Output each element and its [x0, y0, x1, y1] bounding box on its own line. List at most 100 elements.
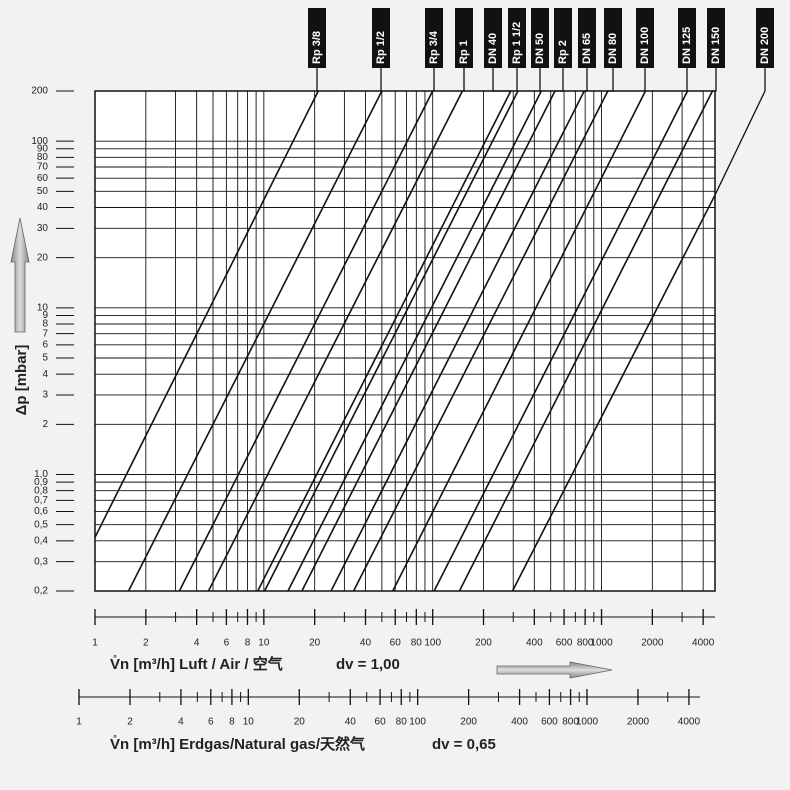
- x-tick-label: 1: [92, 638, 98, 649]
- legend-label: Rp 2: [557, 40, 569, 64]
- legend-label: Rp 1/2: [375, 31, 387, 64]
- x-tick-label: 2000: [641, 638, 664, 649]
- series-line: [263, 90, 519, 592]
- series-line: [207, 90, 464, 592]
- leader-line: [432, 68, 435, 92]
- x-tick-label: 400: [526, 638, 543, 649]
- plot-frame: [94, 90, 716, 592]
- x-tick-label: 2: [143, 638, 149, 649]
- series-line: [287, 90, 543, 592]
- x-tick-label: 4000: [692, 638, 715, 649]
- y-tick-label: 0,3: [34, 556, 48, 567]
- x2-tick-label: 100: [409, 717, 426, 728]
- y-tick-label: 1,0: [34, 469, 48, 480]
- legend-box: [484, 8, 502, 68]
- legend-label: DN 65: [581, 33, 593, 64]
- y-tick-label: 20: [37, 252, 49, 263]
- x2-tick-label: 200: [460, 717, 477, 728]
- series-line: [511, 194, 716, 592]
- y-tick-label: 5: [42, 353, 48, 364]
- leader-line: [714, 68, 766, 196]
- leader-line: [712, 68, 717, 92]
- x2-tick-label: 10: [243, 717, 255, 728]
- x2-tick-label: 20: [294, 717, 306, 728]
- legend-box: [578, 8, 596, 68]
- series-line: [94, 90, 319, 538]
- x-tick-label: 4: [194, 638, 200, 649]
- legend-label: Rp 1: [458, 40, 470, 64]
- x2-tick-label: 1000: [576, 717, 599, 728]
- x2-tick-label: 60: [375, 717, 387, 728]
- leader-line: [516, 68, 518, 92]
- x-tick-label: 40: [360, 638, 372, 649]
- x-tick-label: 20: [309, 638, 321, 649]
- series-line: [257, 90, 512, 592]
- legend-box: [636, 8, 654, 68]
- y-tick-label: 2: [42, 419, 48, 430]
- x2-tick-label: 40: [345, 717, 357, 728]
- legend-box: [425, 8, 443, 68]
- leader-line: [316, 68, 319, 92]
- x-arrow: [496, 661, 613, 679]
- y-tick-label: 0,6: [34, 506, 48, 517]
- leader-line: [462, 68, 465, 92]
- x2-tick-label: 4: [178, 717, 184, 728]
- legend-label: DN 200: [759, 27, 771, 64]
- legend-label: DN 50: [534, 33, 546, 64]
- leader-line: [380, 68, 382, 92]
- leader-line: [584, 68, 588, 92]
- series-line: [352, 90, 609, 592]
- leader-line: [539, 68, 542, 92]
- x2-tick-label: 800: [562, 717, 579, 728]
- y-tick-label: 30: [37, 223, 49, 234]
- x-tick-label: 8: [245, 638, 251, 649]
- x-tick-label: 1000: [590, 638, 613, 649]
- legend-box: [531, 8, 549, 68]
- legend-label: DN 80: [607, 33, 619, 64]
- y-tick-label: 10: [37, 302, 49, 313]
- y-tick-label: 60: [37, 173, 49, 184]
- x2-tick-label: 8: [229, 717, 235, 728]
- legend-label: DN 100: [639, 27, 651, 64]
- x2-axis-title: V̊n [m³/h] Erdgas/Natural gas/天然气: [110, 735, 365, 753]
- y-tick-label: 7: [42, 328, 48, 339]
- series-line: [433, 90, 689, 592]
- x2-tick-label: 1: [76, 717, 82, 728]
- legend-label: DN 125: [681, 27, 693, 64]
- y-tick-label: 0,5: [34, 519, 48, 530]
- y-tick-label: 100: [31, 136, 48, 147]
- legend-box: [508, 8, 526, 68]
- x-axis-note: dv = 1,00: [336, 656, 400, 673]
- y-tick-label: 3: [42, 390, 48, 401]
- x2-tick-label: 2: [127, 717, 133, 728]
- series-line: [127, 90, 383, 592]
- legend-box: [604, 8, 622, 68]
- x2-tick-label: 6: [208, 717, 214, 728]
- x-tick-label: 6: [224, 638, 230, 649]
- series-line: [178, 90, 434, 592]
- series-line: [330, 90, 585, 592]
- y-tick-label: 9: [42, 310, 48, 321]
- legend-box: [455, 8, 473, 68]
- x-tick-label: 600: [556, 638, 573, 649]
- y-tick-label: 70: [37, 162, 49, 173]
- legend-box: [372, 8, 390, 68]
- legend-box: [678, 8, 696, 68]
- leader-line: [492, 68, 511, 92]
- x-tick-label: 200: [475, 638, 492, 649]
- legend-box: [756, 8, 774, 68]
- legend-box: [554, 8, 572, 68]
- series-line: [458, 90, 714, 592]
- y-tick-label: 8: [42, 319, 48, 330]
- y-tick-label: 0,4: [34, 535, 48, 546]
- legend-label: Rp 1 1/2: [511, 22, 523, 64]
- y-tick-label: 0,2: [34, 586, 48, 597]
- legend-label: DN 40: [487, 33, 499, 64]
- plot-area: [95, 91, 715, 591]
- x2-tick-label: 600: [541, 717, 558, 728]
- y-tick-label: 40: [37, 202, 49, 213]
- leader-line: [554, 68, 564, 92]
- x-tick-label: 10: [258, 638, 270, 649]
- legend-label: Rp 3/8: [311, 31, 323, 64]
